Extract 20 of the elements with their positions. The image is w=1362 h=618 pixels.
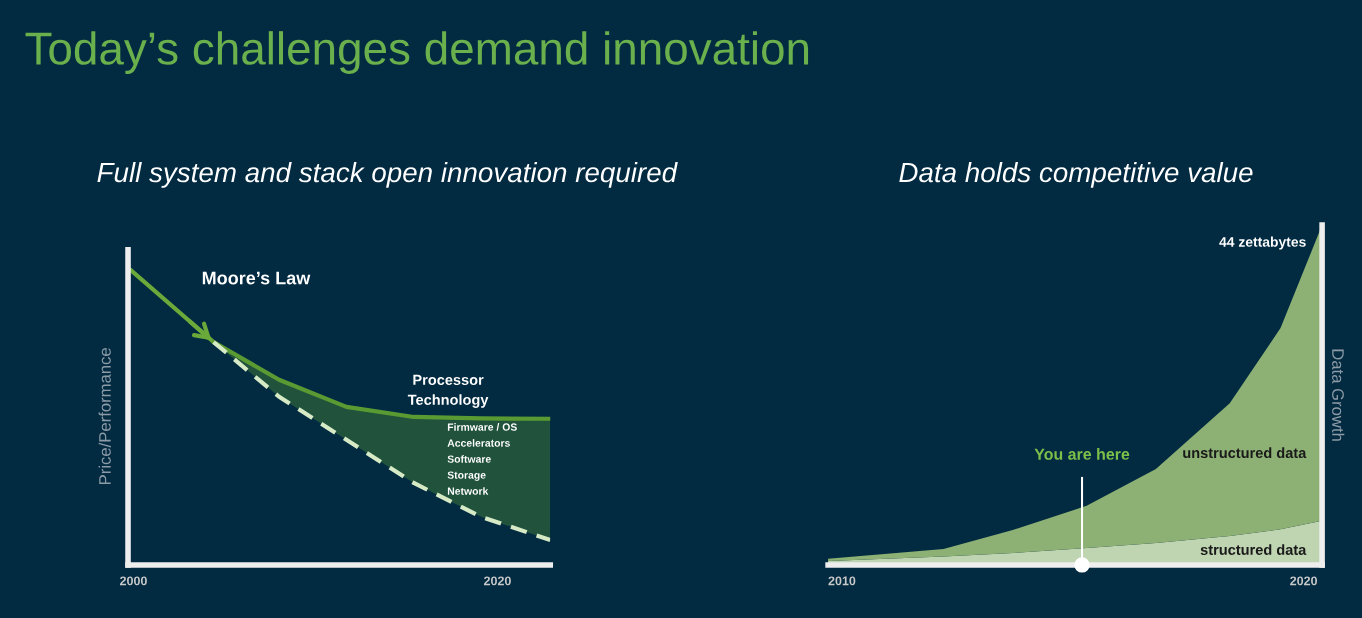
chart-subtitle: Data holds competitive value — [899, 161, 1253, 188]
x-tick-label: 2000 — [120, 576, 147, 586]
annotation: Network — [447, 487, 489, 495]
series-label: structured data — [1200, 544, 1307, 555]
annotation: Software — [447, 455, 491, 463]
series-label: Processor Technology — [407, 374, 489, 408]
chart-subtitle: Full system and stack open innovation required — [97, 161, 678, 188]
y-axis-title: Data Growth — [1332, 349, 1345, 441]
annotation: 44 zettabytes — [1219, 236, 1306, 250]
ref-line-label: You are here — [1034, 448, 1130, 460]
x-tick-label: 2010 — [828, 576, 856, 586]
x-tick-label: 2020 — [484, 576, 511, 586]
annotation: Storage — [447, 471, 486, 481]
chart-title: Today’s challenges demand innovation — [25, 31, 809, 74]
x-tick-label: 2020 — [1290, 576, 1318, 586]
y-axis-title: Price/Performance — [98, 348, 111, 484]
series-label: unstructured data — [1183, 447, 1307, 459]
annotation: Firmware / OS — [447, 423, 517, 431]
text: Moore’s Law — [202, 271, 311, 285]
annotation: Accelerators — [447, 439, 510, 447]
